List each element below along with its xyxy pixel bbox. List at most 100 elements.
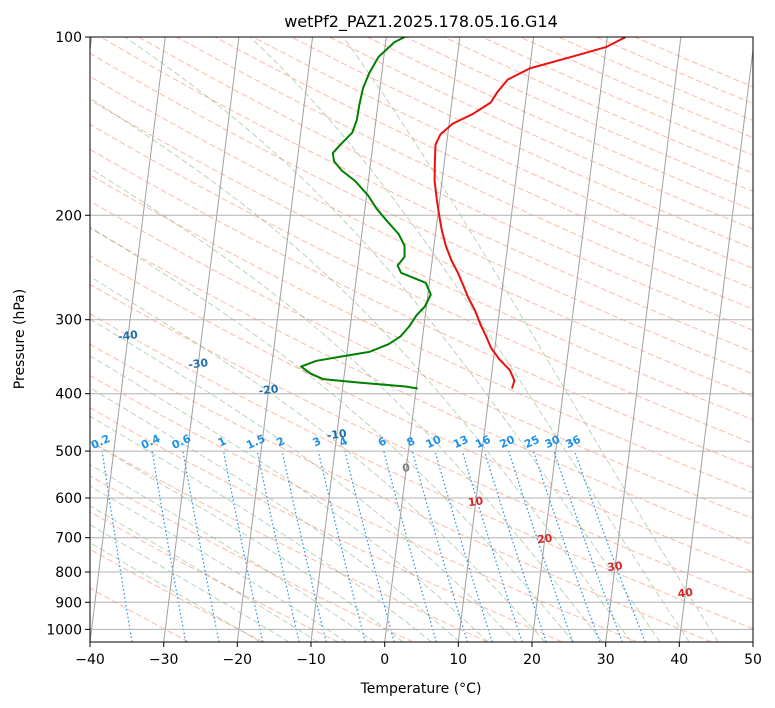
x-tick-label: −10 — [296, 652, 326, 668]
moist-adiabat — [90, 485, 347, 642]
y-tick-label: 900 — [55, 595, 82, 611]
dry-adiabat — [90, 343, 712, 642]
dry-adiabat — [138, 37, 753, 331]
x-axis-label: Temperature (°C) — [360, 681, 482, 697]
mixing-ratio-line — [461, 450, 523, 642]
y-tick-label: 800 — [55, 565, 82, 581]
moist-adiabats — [90, 37, 719, 642]
dry-adiabat — [90, 407, 563, 642]
mixing-ratio-label: 25 — [522, 433, 541, 451]
isotherms — [90, 37, 753, 642]
isotherm-label: 20 — [536, 532, 553, 547]
x-tick-label: 10 — [449, 652, 467, 668]
mixing-ratio-line — [411, 450, 469, 642]
isotherm-label: 30 — [607, 559, 624, 574]
dry-adiabat — [90, 75, 753, 398]
x-tick-label: −40 — [75, 652, 105, 668]
temperature-profile — [433, 37, 627, 389]
isotherm-label: -40 — [117, 328, 139, 343]
mixing-ratio-line — [508, 450, 574, 642]
mixing-ratio-line — [483, 450, 547, 642]
isotherm-label: 0 — [402, 461, 412, 475]
mixing-ratio-line — [532, 450, 601, 642]
moist-adiabat — [90, 415, 432, 642]
moist-adiabat — [342, 37, 719, 642]
y-tick-label: 100 — [55, 30, 82, 46]
plot-area: 0.10.20.40.611.52346810131620253036-100-… — [90, 37, 753, 642]
mixing-ratio-label: 16 — [473, 433, 493, 451]
moist-adiabat — [90, 387, 461, 642]
mixing-ratio-line — [256, 450, 300, 642]
dry-adiabat — [90, 227, 753, 546]
isotherm-label: 40 — [677, 586, 694, 601]
dry-adiabat — [214, 37, 753, 290]
mixing-ratio-label: 10 — [424, 433, 444, 451]
mixing-ratio-line — [182, 450, 220, 642]
isotherm-label: 10 — [467, 494, 484, 509]
y-tick-label: 200 — [55, 208, 82, 224]
isotherm — [605, 37, 682, 642]
moist-adiabat — [90, 318, 517, 642]
mixing-ratio-line — [281, 450, 327, 642]
isotherm-label: -10 — [326, 427, 348, 442]
isotherm — [384, 37, 461, 642]
isotherm — [531, 37, 608, 642]
moist-adiabat — [90, 542, 261, 642]
y-axis: 100 200 300 400 500 600 700 800 900 1000 — [46, 30, 90, 638]
moist-adiabat — [90, 276, 546, 642]
mixing-ratio-line — [574, 450, 646, 642]
isotherm — [678, 45, 753, 642]
x-tick-label: 20 — [523, 652, 541, 668]
dry-adiabat — [90, 174, 753, 494]
isotherm — [310, 37, 387, 642]
isotherm — [163, 37, 240, 642]
moist-adiabat — [90, 226, 574, 642]
chart-title: wetPf2_PAZ1.2025.178.05.16.G14 — [284, 12, 558, 32]
dry-adiabat — [90, 548, 264, 642]
plot-frame — [89, 36, 754, 643]
x-tick-label: 40 — [670, 652, 688, 668]
dry-adiabat — [90, 200, 753, 520]
x-tick-label: 30 — [597, 652, 615, 668]
dry-adiabat — [90, 440, 488, 642]
x-tick-label: −20 — [223, 652, 253, 668]
isotherm-label: -20 — [258, 382, 280, 397]
y-tick-label: 600 — [55, 491, 82, 507]
mixing-ratio-label: 30 — [543, 433, 563, 451]
dry-adiabat — [90, 52, 753, 375]
isotherm-label: -30 — [187, 356, 209, 371]
mixing-ratio-label: 13 — [451, 433, 470, 451]
isotherm — [457, 37, 535, 642]
moist-adiabat — [90, 167, 603, 642]
dry-adiabat — [90, 313, 753, 630]
x-tick-label: 50 — [744, 652, 762, 668]
pressure-gridlines — [90, 37, 753, 630]
moist-adiabat — [124, 37, 661, 642]
mixing-ratio-line — [223, 450, 264, 642]
dry-adiabat — [90, 123, 753, 444]
y-axis-label: Pressure (hPa) — [12, 289, 28, 389]
moist-adiabat — [90, 97, 632, 642]
mixing-ratio-label: 20 — [498, 433, 518, 451]
dry-adiabat — [90, 255, 753, 573]
dewpoint-profile — [300, 37, 432, 390]
x-axis: −40 −30 −20 −10 0 10 20 30 40 50 — [75, 642, 762, 668]
moist-adiabat — [249, 37, 690, 642]
mixing-ratio-line — [317, 450, 366, 642]
mixing-ratio-line — [553, 450, 623, 642]
mixing-ratio-line — [434, 450, 493, 642]
profile-lines — [300, 37, 627, 390]
line-labels: 0.10.20.40.611.52346810131620253036-100-… — [90, 328, 694, 601]
dry-adiabat — [100, 37, 753, 353]
x-tick-label: −30 — [149, 652, 179, 668]
moist-adiabat — [90, 464, 376, 642]
isotherm — [90, 37, 166, 642]
mixing-ratio-line — [383, 450, 437, 642]
isotherm — [236, 37, 314, 642]
y-tick-label: 1000 — [46, 622, 82, 638]
y-tick-label: 400 — [55, 387, 82, 403]
dry-adiabat — [90, 511, 339, 642]
mixing-ratio-label: 36 — [564, 433, 584, 451]
